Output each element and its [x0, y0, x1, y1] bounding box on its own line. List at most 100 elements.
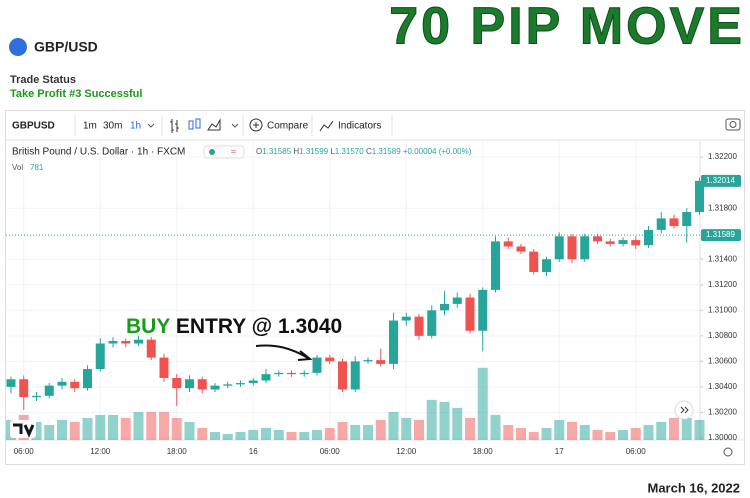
x-tick-label: 06:00 [320, 447, 341, 456]
volume-bar [133, 411, 144, 440]
y-tick-label: 1.30200 [708, 408, 737, 417]
x-tick-label: 06:00 [626, 447, 647, 456]
candle-body [669, 218, 679, 227]
toolbar-symbol[interactable]: GBPUSD [12, 121, 55, 132]
ohlc-legend: O1.31585 H1.31599 L1.31570 C1.31589 +0.0… [256, 147, 472, 156]
dropdown-icon[interactable] [231, 123, 239, 128]
volume-bar [618, 429, 628, 440]
y-tick-label: 1.31200 [708, 280, 737, 289]
volume-bar [516, 427, 526, 440]
volume-bar [439, 401, 450, 440]
ohlc-value: 1.31585 [262, 147, 291, 156]
volume-bar [605, 431, 616, 440]
volume-bar [197, 427, 208, 440]
ohlc-value: 1.31570 [335, 147, 364, 156]
y-tick-label: 1.31800 [708, 203, 737, 212]
headline: 70 PIP MOVE [389, 0, 745, 56]
volume-bar [490, 414, 501, 440]
candle-body [134, 339, 143, 344]
volume-bar [120, 417, 131, 440]
camera-icon[interactable] [729, 121, 737, 128]
annotation-arrowhead [297, 350, 313, 361]
camera-icon[interactable] [725, 118, 741, 131]
candle-body [376, 360, 386, 364]
volume-bar [528, 431, 539, 440]
x-tick-label: 17 [555, 447, 564, 456]
ohlc-label: O [256, 147, 262, 156]
volume-bar [286, 431, 297, 440]
interval[interactable]: 1m [83, 121, 97, 132]
volume-bar [681, 417, 692, 440]
y-tick-label: 1.31400 [708, 254, 737, 263]
candle-body [70, 381, 80, 389]
legend-title: British Pound / U.S. Dollar · 1h · FXCM [12, 147, 185, 158]
candle-body [32, 395, 41, 398]
ohlc-value: 1.31599 [299, 147, 328, 156]
y-tick-label: 1.30400 [708, 382, 737, 391]
volume-bar [210, 431, 220, 440]
volume-bar [375, 419, 386, 440]
candle-body [223, 384, 233, 386]
volume-bar [82, 417, 93, 440]
volume-bar [273, 429, 284, 440]
interval[interactable]: 1h [130, 121, 141, 132]
candle-body [605, 241, 615, 244]
volume-bar [324, 427, 335, 440]
volume-bar [426, 399, 437, 440]
area-icon[interactable] [207, 118, 221, 131]
candle-body [478, 289, 488, 331]
tv-logo [13, 423, 35, 438]
indicators-icon[interactable] [319, 120, 334, 132]
y-tick-label: 1.31000 [708, 305, 737, 314]
candle-body [44, 385, 54, 396]
candle-body [197, 379, 207, 390]
indicators[interactable]: Indicators [338, 121, 381, 132]
compare-icon[interactable] [249, 118, 263, 132]
volume-bar [235, 431, 246, 440]
vol-value: 781 [30, 163, 44, 172]
interval[interactable]: 30m [103, 121, 122, 132]
compare-icon[interactable] [253, 122, 259, 128]
candle-body [427, 310, 437, 336]
y-tick-label: 1.30800 [708, 331, 737, 340]
dropdown-icon[interactable] [147, 123, 155, 128]
candles-icon[interactable] [188, 120, 194, 130]
volume-bar [630, 427, 641, 440]
volume-bar [452, 407, 463, 440]
chart-frame [5, 110, 745, 465]
volume-bar [414, 419, 424, 440]
candle-body [146, 339, 156, 358]
volume-bar [146, 411, 157, 440]
volume-bar [248, 429, 259, 440]
candle-body [185, 379, 194, 389]
candle-body [159, 357, 169, 378]
candle-body [593, 236, 602, 242]
volume-bar [95, 414, 106, 440]
candle-body [121, 340, 131, 344]
legend-buttons[interactable] [203, 145, 245, 159]
candle-body [695, 180, 704, 213]
candles-icon[interactable] [195, 118, 201, 129]
settings-icon[interactable] [723, 447, 733, 457]
bars-icon[interactable] [170, 119, 179, 133]
ohlc-change: +0.00004 (+0.00%) [403, 147, 472, 156]
ohlc-value: 1.31589 [372, 147, 401, 156]
compare[interactable]: Compare [267, 121, 309, 132]
candle-body [248, 380, 258, 384]
candle-body [172, 377, 182, 389]
candle-body [414, 316, 424, 336]
candle-body [95, 343, 105, 370]
price-badge [701, 229, 741, 242]
candle-body [656, 218, 666, 230]
candle-body [516, 246, 526, 252]
candle-body [312, 357, 322, 373]
scroll-icon[interactable] [680, 406, 689, 414]
volume-bar [299, 431, 310, 440]
candle-body [580, 236, 590, 260]
volume-bar [261, 427, 271, 440]
volume-bar [222, 433, 233, 440]
volume-bar [503, 424, 514, 440]
volume-bar [477, 367, 488, 440]
candle-body [108, 340, 118, 344]
volume-bar [312, 429, 322, 440]
